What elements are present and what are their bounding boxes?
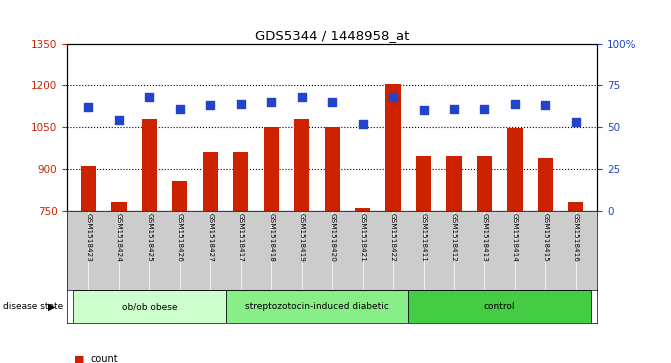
- Bar: [446, 156, 462, 211]
- Text: count: count: [91, 354, 118, 363]
- Point: [418, 107, 429, 113]
- Point: [236, 101, 246, 107]
- Bar: [507, 129, 523, 211]
- Text: disease state: disease state: [3, 302, 64, 311]
- Point: [449, 106, 460, 111]
- Text: GSM1518422: GSM1518422: [390, 213, 396, 262]
- Text: control: control: [484, 302, 515, 311]
- Text: GSM1518417: GSM1518417: [238, 213, 244, 262]
- Text: ob/ob obese: ob/ob obese: [121, 302, 177, 311]
- Bar: [568, 201, 584, 211]
- Point: [174, 106, 185, 111]
- Title: GDS5344 / 1448958_at: GDS5344 / 1448958_at: [255, 29, 409, 42]
- Point: [144, 94, 155, 100]
- Text: GSM1518418: GSM1518418: [268, 213, 274, 262]
- Bar: [142, 119, 157, 211]
- Point: [570, 119, 581, 125]
- Text: GSM1518419: GSM1518419: [299, 213, 305, 262]
- Text: streptozotocin-induced diabetic: streptozotocin-induced diabetic: [245, 302, 389, 311]
- Text: GSM1518413: GSM1518413: [482, 213, 487, 262]
- Bar: [233, 152, 248, 211]
- Bar: [73, 290, 225, 323]
- Bar: [172, 181, 187, 211]
- Text: GSM1518414: GSM1518414: [512, 213, 518, 262]
- Text: GSM1518411: GSM1518411: [421, 213, 427, 262]
- Bar: [203, 152, 218, 211]
- Point: [388, 94, 399, 100]
- Text: GSM1518426: GSM1518426: [177, 213, 183, 262]
- Bar: [225, 290, 409, 323]
- Point: [357, 121, 368, 127]
- Bar: [111, 201, 127, 211]
- Point: [113, 118, 124, 123]
- Text: GSM1518416: GSM1518416: [573, 213, 579, 262]
- Bar: [537, 158, 553, 211]
- Text: GSM1518412: GSM1518412: [451, 213, 457, 262]
- Point: [83, 104, 94, 110]
- Bar: [409, 290, 591, 323]
- Text: GSM1518427: GSM1518427: [207, 213, 213, 262]
- Bar: [264, 127, 279, 211]
- Bar: [325, 127, 340, 211]
- Point: [327, 99, 338, 105]
- Text: GSM1518415: GSM1518415: [542, 213, 548, 262]
- Bar: [81, 166, 96, 211]
- Text: GSM1518423: GSM1518423: [85, 213, 91, 262]
- Point: [479, 106, 490, 111]
- Point: [297, 94, 307, 100]
- Bar: [477, 156, 492, 211]
- Point: [509, 101, 520, 107]
- Point: [266, 99, 276, 105]
- Point: [205, 102, 215, 108]
- Text: GSM1518424: GSM1518424: [116, 213, 122, 262]
- Text: ■: ■: [74, 354, 85, 363]
- Bar: [355, 208, 370, 211]
- Text: GSM1518421: GSM1518421: [360, 213, 366, 262]
- Bar: [416, 156, 431, 211]
- Text: GSM1518425: GSM1518425: [146, 213, 152, 262]
- Bar: [294, 119, 309, 211]
- Text: ▶: ▶: [48, 302, 56, 312]
- Point: [540, 102, 551, 108]
- Bar: [385, 84, 401, 211]
- Text: GSM1518420: GSM1518420: [329, 213, 335, 262]
